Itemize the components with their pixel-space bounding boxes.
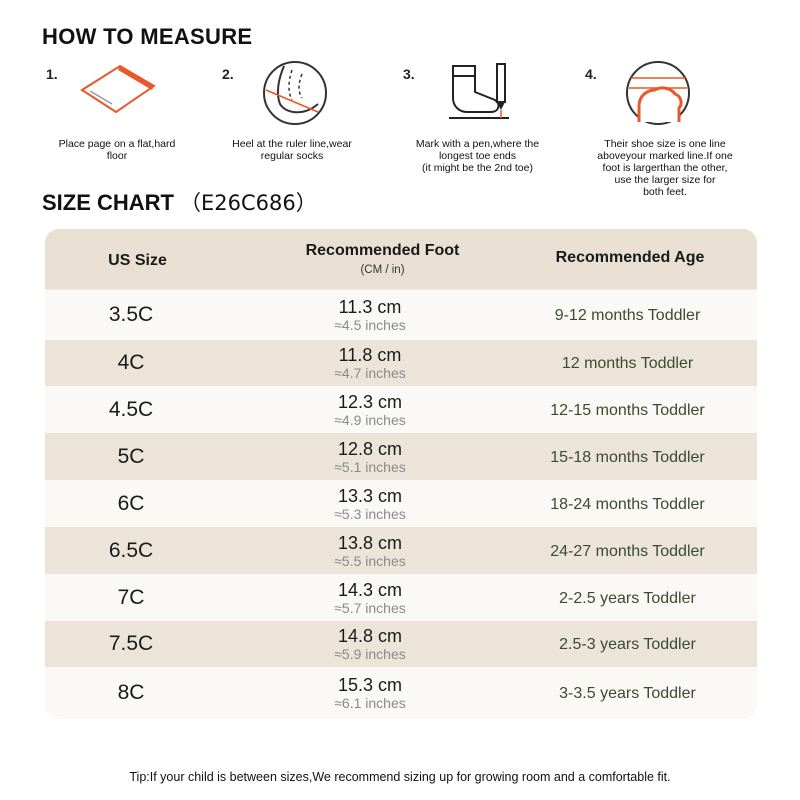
table-row: 7C 14.3 cm ≈5.7 inches 2-2.5 years Toddler bbox=[45, 574, 757, 621]
foot-cm-cell: 15.3 cm bbox=[337, 675, 403, 695]
step-text: Place page on a flat,hard floor bbox=[58, 138, 176, 162]
table-row: 4C 11.8 cm ≈4.7 inches 12 months Toddler bbox=[45, 340, 757, 386]
table-header: US Size Recommended Foot (CM / in) Recom… bbox=[45, 229, 757, 289]
us-size-cell: 8C bbox=[117, 681, 145, 704]
step-number: 1. bbox=[46, 66, 58, 82]
us-size-cell: 7C bbox=[117, 585, 145, 609]
us-size-cell: 5C bbox=[117, 444, 145, 468]
age-cell: 9-12 months Toddler bbox=[554, 307, 701, 324]
us-size-cell: 6C bbox=[117, 491, 145, 515]
step-text: Heel at the ruler line,wear regular sock… bbox=[232, 138, 352, 162]
foot-unit-header: (CM / in) bbox=[360, 264, 405, 276]
product-code: （E26C686） bbox=[180, 191, 317, 215]
table-row: 4.5C 12.3 cm ≈4.9 inches 12-15 months Toddl… bbox=[45, 386, 757, 433]
foot-cm-cell: 12.8 cm bbox=[337, 438, 403, 459]
us-size-header: US Size bbox=[108, 252, 167, 269]
us-size-cell: 6.5C bbox=[108, 538, 154, 562]
age-cell: 2.5-3 years Toddler bbox=[559, 636, 696, 653]
step-text: Their shoe size is one line aboveyour ma… bbox=[597, 138, 733, 198]
foot-cm-cell: 13.8 cm bbox=[337, 532, 403, 553]
foot-header: Recommended Foot bbox=[305, 242, 460, 259]
table-row: 8C 15.3 cm ≈6.1 inches 3-3.5 years Toddler bbox=[45, 667, 757, 719]
foot-cm-cell: 12.3 cm bbox=[337, 391, 403, 412]
foot-inches-cell: ≈5.5 inches bbox=[334, 552, 406, 569]
table-row: 6.5C 13.8 cm ≈5.5 inches 24-27 months Toddl… bbox=[45, 527, 757, 574]
us-size-cell: 3.5C bbox=[108, 303, 154, 326]
foot-inches-cell: ≈5.7 inches bbox=[334, 599, 406, 616]
toe-mark-icon bbox=[626, 61, 690, 125]
us-size-cell: 7.5C bbox=[108, 632, 154, 655]
age-cell: 2-2.5 years Toddler bbox=[559, 589, 696, 607]
step-text: Mark with a pen,where the longest toe en… bbox=[415, 138, 540, 174]
foot-inches-cell: ≈5.1 inches bbox=[334, 458, 406, 475]
heel-on-line-icon bbox=[263, 61, 327, 125]
step-number: 2. bbox=[222, 66, 234, 82]
foot-inches-cell: ≈4.9 inches bbox=[334, 411, 406, 428]
age-cell: 12-15 months Toddler bbox=[550, 401, 705, 419]
step-number: 4. bbox=[585, 66, 597, 82]
foot-cm-cell: 14.3 cm bbox=[337, 579, 403, 600]
us-size-cell: 4C bbox=[117, 351, 145, 374]
step-number: 3. bbox=[403, 66, 415, 82]
age-cell: 12 months Toddler bbox=[561, 355, 694, 372]
table-row: 7.5C 14.8 cm ≈5.9 inches 2.5-3 years Toddle… bbox=[45, 621, 757, 667]
table-row: 5C 12.8 cm ≈5.1 inches 15-18 months Toddler bbox=[45, 433, 757, 480]
foot-inches-cell: ≈4.5 inches bbox=[334, 317, 406, 333]
foot-cm-cell: 11.8 cm bbox=[338, 345, 402, 365]
foot-cm-cell: 11.3 cm bbox=[338, 297, 402, 317]
age-cell: 3-3.5 years Toddler bbox=[559, 685, 696, 702]
foot-cm-cell: 13.3 cm bbox=[337, 485, 403, 506]
age-cell: 15-18 months Toddler bbox=[550, 448, 705, 466]
table-row: 6C 13.3 cm ≈5.3 inches 18-24 months Toddler bbox=[45, 480, 757, 527]
size-chart-table: US Size Recommended Foot (CM / in) Recom… bbox=[45, 229, 757, 719]
size-chart-title-text: SIZE CHART bbox=[42, 190, 174, 215]
foot-inches-cell: ≈6.1 inches bbox=[334, 695, 406, 711]
sizing-tip: Tip:If your child is between sizes,We re… bbox=[129, 770, 671, 784]
foot-inches-cell: ≈5.9 inches bbox=[334, 646, 406, 662]
us-size-cell: 4.5C bbox=[108, 397, 154, 421]
size-chart-title: SIZE CHART （E26C686） bbox=[42, 187, 317, 217]
foot-cm-cell: 14.8 cm bbox=[337, 626, 403, 646]
age-cell: 18-24 months Toddler bbox=[550, 495, 705, 513]
sock-and-pen-icon bbox=[449, 63, 509, 119]
age-header: Recommended Age bbox=[555, 249, 705, 266]
age-cell: 24-27 months Toddler bbox=[550, 542, 705, 560]
foot-inches-cell: ≈4.7 inches bbox=[334, 365, 406, 381]
how-to-measure-title: HOW TO MEASURE bbox=[42, 24, 253, 49]
foot-inches-cell: ≈5.3 inches bbox=[334, 505, 406, 522]
paper-sheet-icon bbox=[80, 64, 156, 114]
table-row: 3.5C 11.3 cm ≈4.5 inches 9-12 months Toddle… bbox=[45, 290, 757, 340]
